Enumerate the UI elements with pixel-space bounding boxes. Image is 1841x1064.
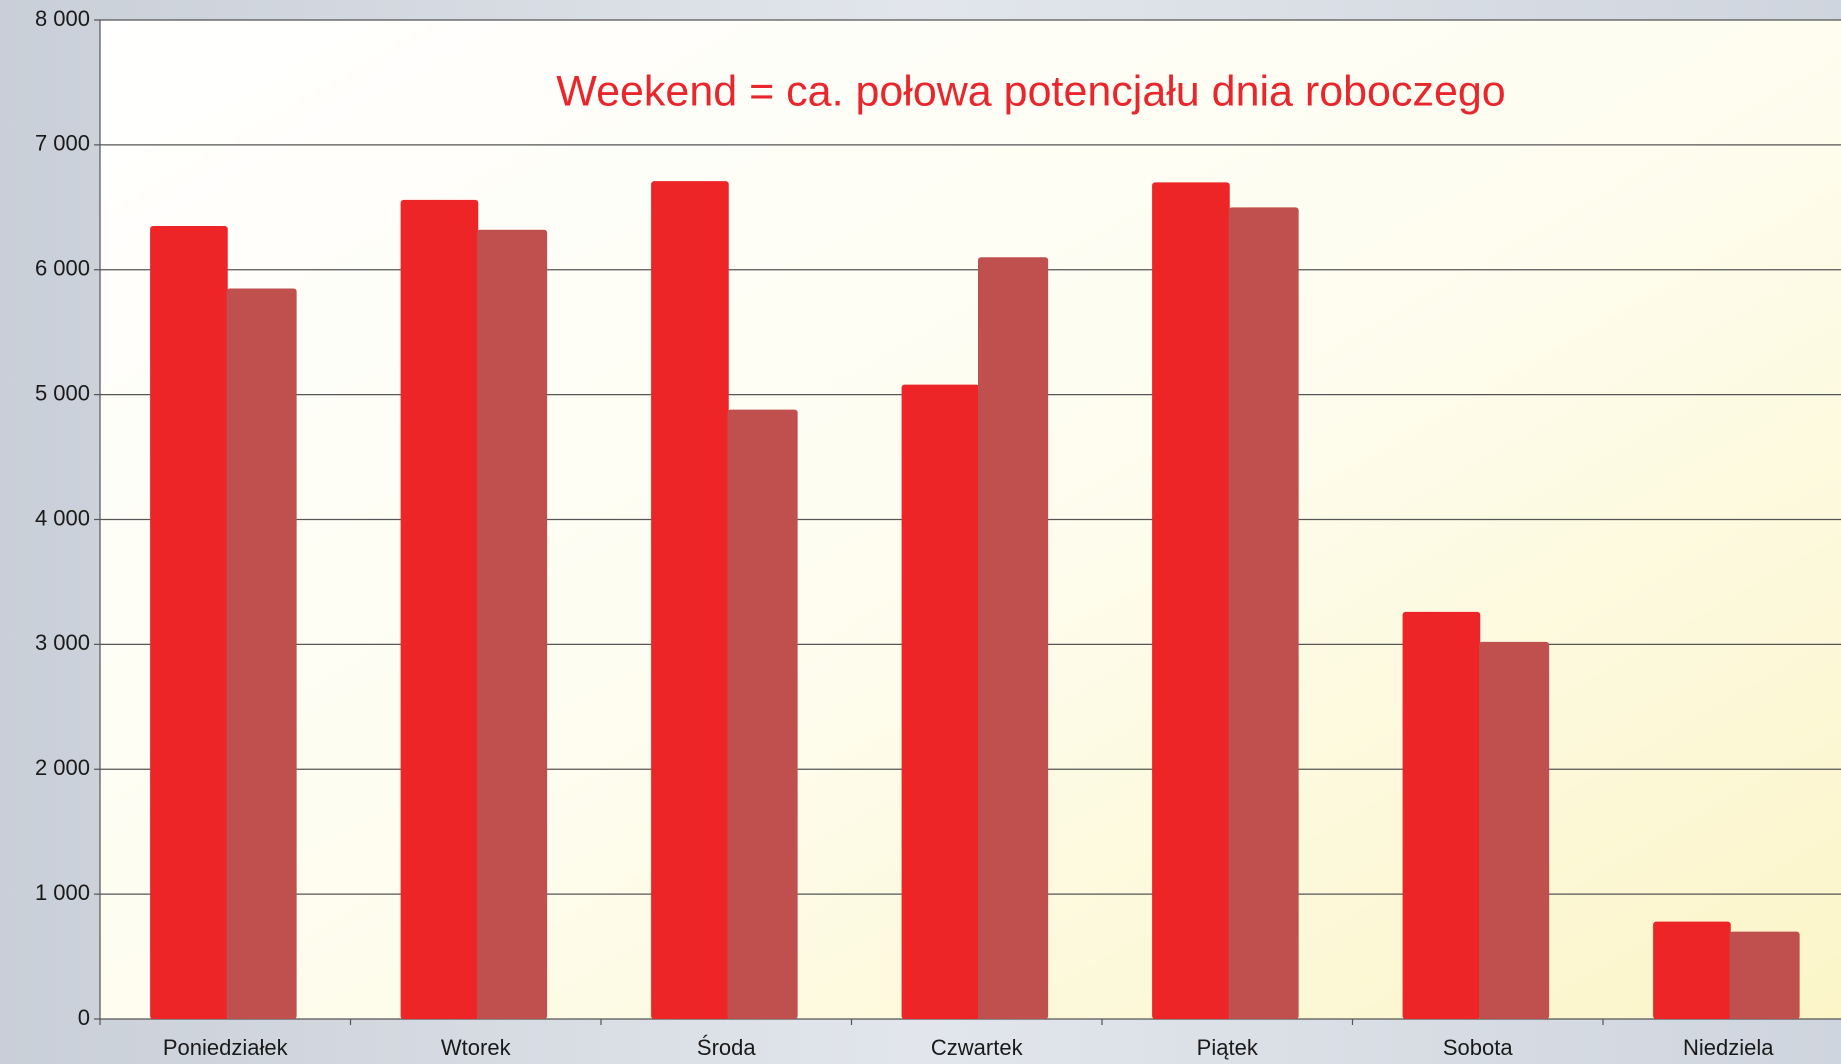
bar xyxy=(978,257,1049,1019)
bar xyxy=(651,181,729,1019)
y-tick-label: 4 000 xyxy=(35,505,90,530)
y-tick-label: 5 000 xyxy=(35,380,90,405)
bar xyxy=(400,199,479,1019)
y-tick-label: 1 000 xyxy=(35,880,90,905)
x-tick-label: Sobota xyxy=(1443,1035,1513,1060)
y-tick-label: 7 000 xyxy=(35,131,90,156)
bar xyxy=(1152,182,1230,1019)
y-tick-label: 0 xyxy=(78,1005,90,1030)
bar xyxy=(1402,611,1481,1019)
bar xyxy=(477,229,548,1020)
y-tick-label: 2 000 xyxy=(35,755,90,780)
x-tick-label: Czwartek xyxy=(931,1035,1024,1060)
bar xyxy=(226,288,297,1019)
x-tick-label: Poniedziałek xyxy=(163,1035,289,1060)
y-tick-label: 6 000 xyxy=(35,256,90,281)
bar xyxy=(1228,207,1299,1019)
bar xyxy=(150,226,228,1019)
bar xyxy=(901,384,980,1019)
x-tick-label: Wtorek xyxy=(441,1035,512,1060)
chart-title: Weekend = ca. połowa potencjału dnia rob… xyxy=(556,67,1505,115)
bar xyxy=(1653,921,1731,1019)
bar xyxy=(1729,931,1800,1019)
y-tick-label: 3 000 xyxy=(35,630,90,655)
bar xyxy=(1479,641,1550,1019)
x-tick-label: Piątek xyxy=(1197,1035,1259,1060)
y-tick-label: 8 000 xyxy=(35,6,90,31)
x-tick-label: Środa xyxy=(697,1035,756,1060)
bar xyxy=(727,409,798,1019)
x-tick-label: Niedziela xyxy=(1683,1035,1774,1060)
